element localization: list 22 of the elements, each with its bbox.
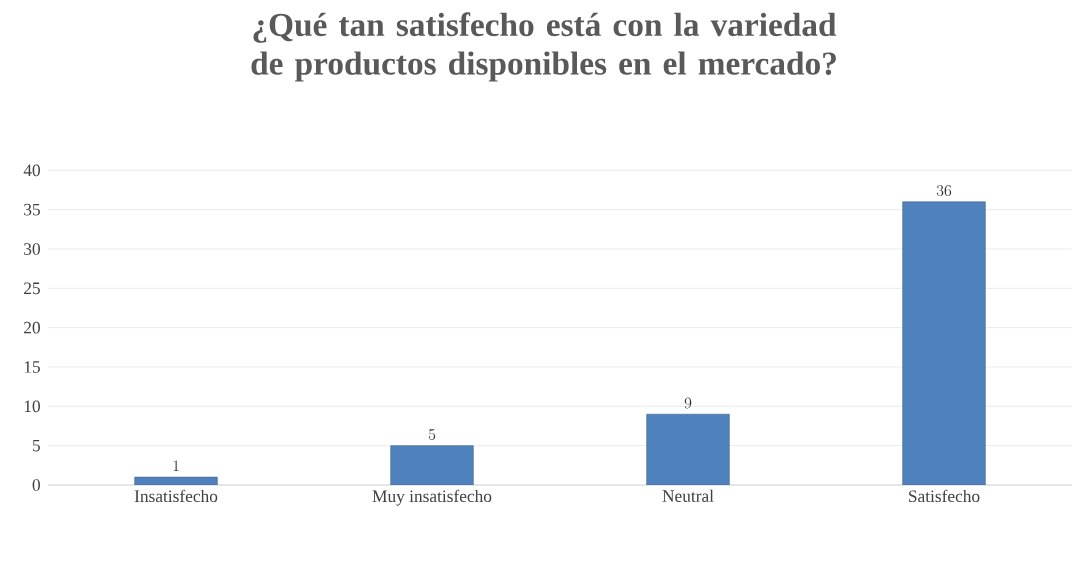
- y-tick-label: 5: [32, 439, 40, 452]
- x-tick-label: Insatisfecho: [134, 489, 218, 503]
- y-tick-label: 30: [24, 243, 40, 255]
- data-label: 36: [936, 185, 952, 197]
- bar: [646, 413, 730, 485]
- y-tick-label: 25: [24, 282, 40, 295]
- data-label: 1: [173, 460, 179, 472]
- data-label: 5: [428, 428, 436, 440]
- y-tick-label: 0: [32, 479, 40, 491]
- x-tick-label: Satisfecho: [909, 489, 980, 503]
- y-tick-label: 10: [24, 400, 40, 413]
- bar: [134, 476, 218, 485]
- bar: [390, 445, 474, 485]
- chart-title: ¿Qué tan satisfecho está con la variedad de productos disponibles en el mercado?: [251, 12, 837, 82]
- bar: [902, 201, 986, 485]
- x-tick-label: Muy insatisfecho: [372, 489, 492, 506]
- x-tick-label: Neutral: [662, 489, 714, 502]
- y-tick-label: 20: [24, 321, 40, 334]
- y-tick-label: 40: [23, 164, 40, 177]
- y-tick-label: 35: [24, 203, 40, 216]
- y-tick-label: 15: [24, 361, 40, 373]
- data-label: 9: [684, 397, 692, 409]
